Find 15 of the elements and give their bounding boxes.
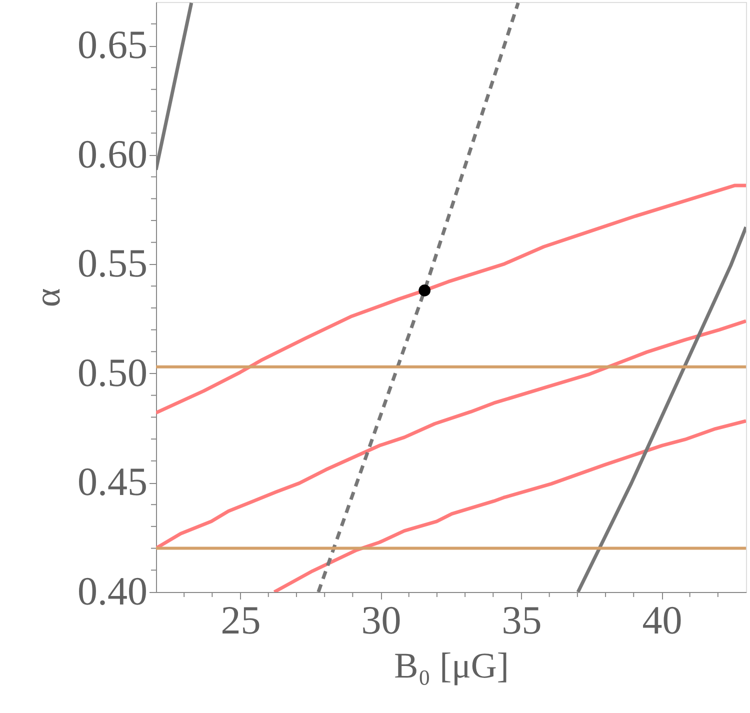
line-series bbox=[156, 184, 746, 415]
y-axis-title: α bbox=[28, 288, 68, 307]
y-tick-label: 0.45 bbox=[78, 459, 148, 504]
x-tick-label: 35 bbox=[502, 598, 542, 642]
y-tick-label: 0.50 bbox=[78, 350, 148, 395]
x-axis-title: B₀ [μG] bbox=[394, 646, 509, 686]
y-tick-label: 0.65 bbox=[78, 22, 148, 68]
x-tick-label: 25 bbox=[220, 598, 261, 642]
y-tick-label: 0.60 bbox=[78, 131, 148, 176]
y-tick-label: 0.55 bbox=[78, 240, 148, 286]
line-series bbox=[272, 419, 746, 592]
x-tick-label: 30 bbox=[361, 598, 402, 642]
line-series bbox=[576, 225, 746, 592]
x-tick-label: 40 bbox=[642, 598, 682, 642]
y-tick-label: 0.40 bbox=[78, 568, 148, 614]
